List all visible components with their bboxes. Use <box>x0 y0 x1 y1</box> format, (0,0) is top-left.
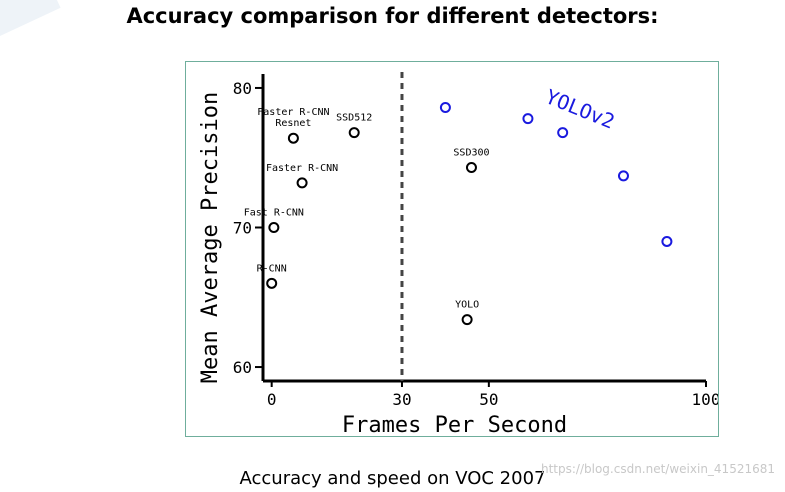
series-label: YOLOv2 <box>542 84 618 133</box>
data-point-label: YOLO <box>455 300 479 311</box>
x-tick-label: 50 <box>479 390 498 409</box>
x-tick-label: 30 <box>392 390 411 409</box>
chart-frame: 60 70 80 0 30 50 100 Frames Per Second Mean Aver… <box>185 61 720 438</box>
data-point <box>461 314 473 326</box>
yolov2-point <box>439 101 451 113</box>
yolov2-point <box>617 170 629 182</box>
watermark: https://blog.csdn.net/weixin_41521681 <box>540 462 775 476</box>
y-tick-label: 70 <box>233 219 252 238</box>
data-point <box>296 177 308 189</box>
scatter-chart: 60 70 80 0 30 50 100 Frames Per Second Mean Aver… <box>198 72 720 438</box>
data-point-label: Faster R-CNN <box>266 163 338 174</box>
y-axis-label: Mean Average Precision <box>198 92 223 383</box>
data-point-label: SSD300 <box>453 147 489 158</box>
x-tick-label: 0 <box>267 390 277 409</box>
yolov2-point <box>661 235 673 247</box>
x-axis-label: Frames Per Second <box>342 413 567 436</box>
data-point <box>268 222 280 233</box>
slide-title: Accuracy comparison for different detect… <box>126 4 659 28</box>
data-point-label: R-CNN <box>257 263 287 274</box>
data-point <box>465 161 477 173</box>
yolov2-point <box>557 127 569 139</box>
x-tick-label: 100 <box>692 390 718 409</box>
data-point <box>266 277 278 289</box>
data-point-label: Faster R-CNN <box>257 107 329 118</box>
slide-caption: Accuracy and speed on VOC 2007 <box>239 468 546 489</box>
data-point <box>348 127 360 139</box>
data-point <box>287 132 299 144</box>
data-point-label: Resnet <box>275 118 311 129</box>
data-point-label: SSD512 <box>336 113 372 124</box>
data-point-label: Fast R-CNN <box>244 208 304 219</box>
y-tick-label: 80 <box>233 79 252 98</box>
yolov2-point <box>522 113 534 125</box>
y-tick-label: 60 <box>233 358 252 377</box>
